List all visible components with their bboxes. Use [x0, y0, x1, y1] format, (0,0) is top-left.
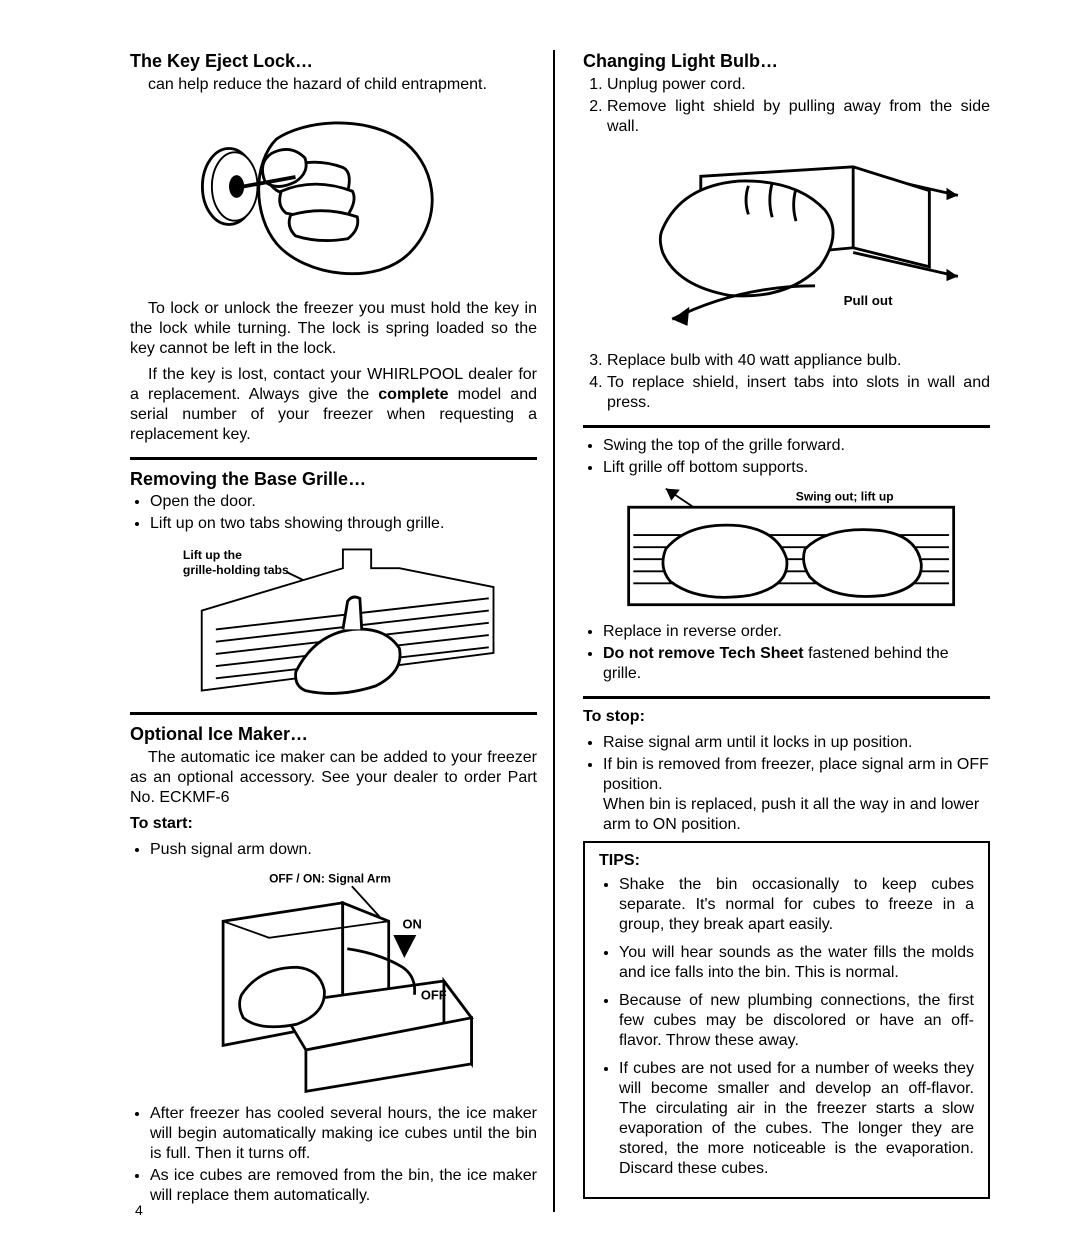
grille-r-b4: Do not remove Tech Sheet fastened behind…	[603, 644, 990, 684]
tips-list: Shake the bin occasionally to keep cubes…	[599, 875, 974, 1179]
ice-maker-figure: OFF / ON: Signal Arm ON OFF	[130, 866, 537, 1096]
svg-text:ON: ON	[403, 916, 422, 931]
tips-box: TIPS: Shake the bin occasionally to keep…	[583, 841, 990, 1199]
light-bulb-heading: Changing Light Bulb…	[583, 50, 990, 73]
grille-r-b1: Swing the top of the grille forward.	[603, 436, 990, 456]
grille-right-list-a: Swing the top of the grille forward. Lif…	[583, 436, 990, 478]
bulb-n3: Replace bulb with 40 watt appliance bulb…	[607, 351, 990, 371]
light-bulb-steps-b: Replace bulb with 40 watt appliance bulb…	[583, 351, 990, 413]
svg-text:OFF: OFF	[421, 987, 447, 1002]
ice-maker-p1: The automatic ice maker can be added to …	[130, 748, 537, 808]
ice-b2: After freezer has cooled several hours, …	[150, 1104, 537, 1164]
ice-stop-list: Raise signal arm until it locks in up po…	[583, 733, 990, 835]
key-lock-figure	[130, 101, 537, 291]
base-grille-b2: Lift up on two tabs showing through gril…	[150, 514, 537, 534]
light-shield-figure: Pull out	[583, 143, 990, 343]
manual-page: The Key Eject Lock… can help reduce the …	[0, 0, 1080, 1241]
grille-r-b3: Replace in reverse order.	[603, 622, 990, 642]
signal-arm-label: OFF / ON: Signal Arm	[269, 871, 391, 885]
key-eject-p2: To lock or unlock the freezer you must h…	[130, 299, 537, 359]
grille-swing-figure: Swing out; lift up	[583, 484, 990, 614]
to-stop-label: To stop:	[583, 707, 990, 727]
two-column-layout: The Key Eject Lock… can help reduce the …	[130, 50, 990, 1212]
stop-b2a: If bin is removed from freezer, place si…	[603, 756, 989, 793]
grille-right-list-b: Replace in reverse order. Do not remove …	[583, 622, 990, 684]
svg-text:Swing out; lift up: Swing out; lift up	[796, 489, 894, 503]
grille-r-b2: Lift grille off bottom supports.	[603, 458, 990, 478]
section-rule-r2	[583, 696, 990, 699]
tip-2: You will hear sounds as the water fills …	[619, 943, 974, 983]
key-eject-complete: complete	[378, 386, 448, 403]
grille-lift-figure: Lift up the grille-holding tabs	[130, 540, 537, 700]
key-eject-p3: If the key is lost, contact your WHIRLPO…	[130, 365, 537, 445]
base-grille-list: Open the door. Lift up on two tabs showi…	[130, 492, 537, 534]
bulb-n1: Unplug power cord.	[607, 75, 990, 95]
ice-b3: As ice cubes are removed from the bin, t…	[150, 1166, 537, 1206]
bulb-n4: To replace shield, insert tabs into slot…	[607, 373, 990, 413]
tip-1: Shake the bin occasionally to keep cubes…	[619, 875, 974, 935]
light-bulb-steps-a: Unplug power cord. Remove light shield b…	[583, 75, 990, 137]
ice-after-list: After freezer has cooled several hours, …	[130, 1104, 537, 1206]
tips-title: TIPS:	[599, 852, 640, 869]
base-grille-b1: Open the door.	[150, 492, 537, 512]
ice-start-list: Push signal arm down.	[130, 840, 537, 860]
tip-3: Because of new plumbing connections, the…	[619, 991, 974, 1051]
stop-b1: Raise signal arm until it locks in up po…	[603, 733, 990, 753]
key-eject-intro: can help reduce the hazard of child entr…	[130, 75, 537, 95]
base-grille-heading: Removing the Base Grille…	[130, 468, 537, 491]
left-column: The Key Eject Lock… can help reduce the …	[130, 50, 555, 1212]
pull-out-label: Pull out	[844, 292, 893, 307]
section-rule-1	[130, 457, 537, 460]
svg-text:Lift up the: Lift up the	[183, 548, 242, 562]
page-number: 4	[135, 1202, 143, 1220]
tip-4: If cubes are not used for a number of we…	[619, 1059, 974, 1179]
section-rule-2	[130, 712, 537, 715]
ice-maker-heading: Optional Ice Maker…	[130, 723, 537, 746]
bulb-n2: Remove light shield by pulling away from…	[607, 97, 990, 137]
stop-b2b: When bin is replaced, push it all the wa…	[603, 796, 979, 833]
ice-start-b1: Push signal arm down.	[150, 840, 537, 860]
right-column: Changing Light Bulb… Unplug power cord. …	[579, 50, 990, 1212]
stop-b2: If bin is removed from freezer, place si…	[603, 755, 990, 835]
to-start-label: To start:	[130, 814, 537, 834]
key-eject-heading: The Key Eject Lock…	[130, 50, 537, 73]
section-rule-r1	[583, 425, 990, 428]
tech-sheet-bold: Do not remove Tech Sheet	[603, 645, 804, 662]
svg-text:grille-holding tabs: grille-holding tabs	[183, 563, 289, 577]
